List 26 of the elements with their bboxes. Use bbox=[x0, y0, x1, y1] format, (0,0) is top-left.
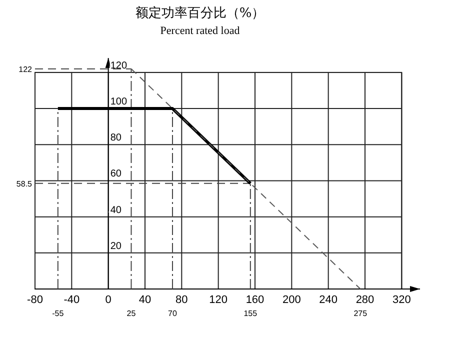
x-tick-label: -40 bbox=[64, 294, 80, 306]
y-tick-label: 100 bbox=[110, 96, 128, 108]
x-tick-label: 200 bbox=[282, 294, 301, 306]
x-tick-label: 80 bbox=[176, 294, 188, 306]
y-tick-label: 20 bbox=[110, 240, 122, 252]
chart-subtitle: Percent rated load bbox=[160, 25, 240, 37]
x-tick-label: 280 bbox=[356, 294, 374, 306]
ref-line-label: 122 bbox=[18, 64, 33, 74]
x-tick-label: 40 bbox=[138, 294, 152, 306]
x-tick-label: 120 bbox=[209, 294, 228, 306]
y-tick-label: 60 bbox=[110, 168, 122, 180]
ref-line-label: -55 bbox=[52, 309, 64, 318]
x-tick-label: 320 bbox=[392, 294, 411, 306]
ref-line-label: 58.5 bbox=[16, 179, 33, 188]
y-tick-label: 80 bbox=[110, 132, 122, 144]
y-tick-label: 120 bbox=[110, 60, 128, 72]
y-tick-label: 40 bbox=[110, 204, 122, 216]
x-tick-label: 160 bbox=[246, 294, 264, 306]
chart-title: 额定功率百分比（%） bbox=[135, 5, 265, 21]
ref-line-label: 70 bbox=[168, 309, 178, 318]
x-tick-label: 0 bbox=[105, 294, 112, 306]
ref-line-label: 25 bbox=[126, 309, 136, 318]
x-tick-label: 240 bbox=[319, 294, 338, 306]
annotation: 275 bbox=[354, 309, 368, 318]
ref-line-label: 155 bbox=[244, 309, 258, 318]
x-tick-label: -80 bbox=[27, 294, 43, 306]
